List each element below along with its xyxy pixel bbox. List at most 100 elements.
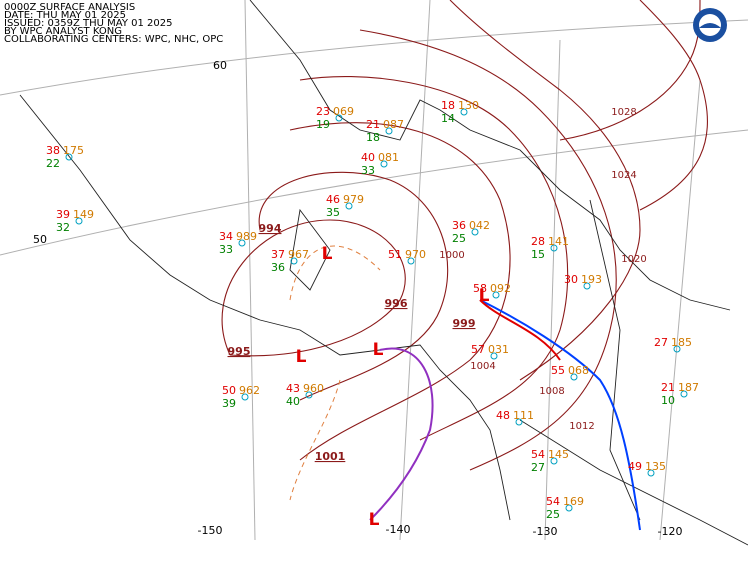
station-circle [335,114,343,122]
station-circle [647,469,655,477]
isobar-label: 999 [453,317,476,330]
isobar [639,0,708,211]
pressure: 145 [548,448,569,461]
station-circle [407,257,415,265]
lon-line [659,79,701,541]
pressure: 169 [563,495,584,508]
pressure: 130 [458,99,479,112]
coastlines [19,0,748,546]
pressure: 175 [63,144,84,157]
lat-line [0,19,748,96]
temperature: 50 [222,384,236,397]
low-center: L [369,510,380,530]
pressure: 092 [490,282,511,295]
temperature: 48 [496,409,510,422]
lon-line [544,39,561,541]
dewpoint: 19 [316,118,330,131]
pressure: 031 [488,343,509,356]
grid-label: 50 [33,233,47,246]
low-center: L [373,340,384,360]
low-center: L [296,347,307,367]
header-line: DATE: THU MAY 01 2025 [4,10,126,21]
pressure: 111 [513,409,534,422]
pressure: 970 [405,248,426,261]
isobar-label: 1008 [539,386,564,397]
station-circle [570,373,578,381]
graticule [0,0,748,541]
station-circle [550,457,558,465]
temperature: 57 [471,343,485,356]
isobar [359,29,617,471]
pressure: 081 [378,151,399,164]
grid-label: -120 [658,525,683,538]
temperature: 36 [452,219,466,232]
dewpoint: 35 [326,206,340,219]
pressure: 069 [333,105,354,118]
pressure: 962 [239,384,260,397]
low-center: L [479,286,490,306]
lon-line [244,0,256,541]
pressure: 185 [671,336,692,349]
isobar-label: 994 [259,222,282,235]
isobar-label: 1004 [470,361,495,372]
temperature: 55 [551,364,565,377]
temperature: 38 [46,144,60,157]
isobar-label: 996 [385,297,408,310]
isobar-label: 1012 [569,421,594,432]
station-circle [241,393,249,401]
station-circle [460,108,468,116]
temperature: 27 [654,336,668,349]
station-circle [490,352,498,360]
temperature: 54 [531,448,545,461]
lat-line [0,129,748,256]
dewpoint: 40 [286,395,300,408]
station-circle [238,239,246,247]
dewpoint: 10 [661,394,675,407]
temperature: 39 [56,208,70,221]
pressure: 979 [343,193,364,206]
header-line: ISSUED: 0359Z THU MAY 01 2025 [4,18,172,29]
pressure: 989 [236,230,257,243]
temperature: 30 [564,273,578,286]
dewpoint: 27 [531,461,545,474]
temperature: 34 [219,230,233,243]
fronts [289,245,641,531]
header-line: BY WPC ANALYST KONG [4,26,122,37]
station-circle [385,127,393,135]
station-circle [75,217,83,225]
pressure: 187 [678,381,699,394]
coastline [19,94,511,521]
isobar [258,171,449,401]
station-circle [492,291,500,299]
border [519,419,748,546]
isobar [221,219,406,357]
pressure: 141 [548,235,569,248]
station-circle [305,391,313,399]
temperature: 46 [326,193,340,206]
pressure: 960 [303,382,324,395]
lon-line [399,0,431,541]
warm-front [479,299,561,361]
isobar-label: 1020 [621,254,646,265]
isobar [299,76,569,441]
station-circle [290,257,298,265]
isobar-label: 1028 [611,107,636,118]
grid-label: -140 [386,523,411,536]
isobar [449,0,641,381]
temperature: 40 [361,151,375,164]
temperature: 21 [661,381,675,394]
temperature: 58 [473,282,487,295]
dewpoint: 15 [531,248,545,261]
grid-label: -150 [198,524,223,537]
border [589,199,641,521]
dewpoint: 32 [56,221,70,234]
trough [289,379,341,501]
isobar-label: 1024 [611,170,636,181]
station-circle [583,282,591,290]
station-circle [565,504,573,512]
pressure: 042 [469,219,490,232]
pressure: 135 [645,460,666,473]
pressure: 967 [288,248,309,261]
